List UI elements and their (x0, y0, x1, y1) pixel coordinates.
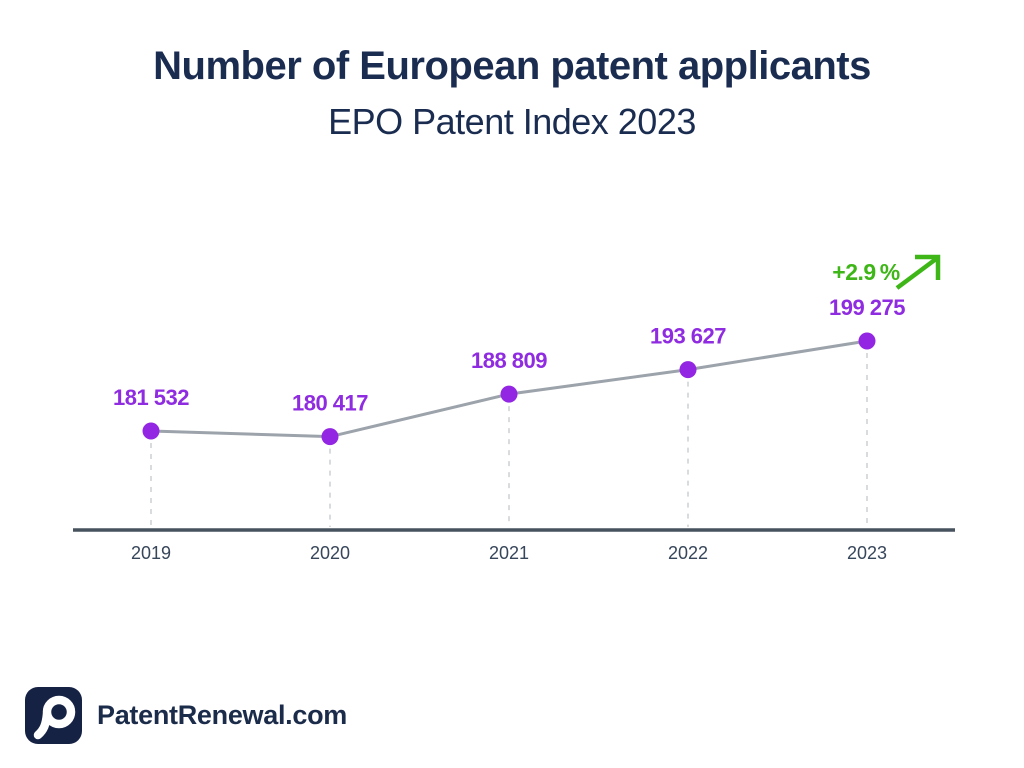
x-tick-label-2021: 2021 (489, 543, 529, 563)
data-point-2019 (142, 422, 160, 440)
brand-footer: PatentRenewal.com (25, 687, 347, 744)
chart-title: Number of European patent applicants (153, 44, 871, 88)
growth-label: +2.9 % (832, 259, 900, 285)
data-point-2020 (321, 428, 339, 446)
x-tick-label-2020: 2020 (310, 543, 350, 563)
data-point-2021 (500, 385, 518, 403)
value-label-2023: 199 275 (829, 295, 905, 320)
value-label-2021: 188 809 (471, 348, 547, 373)
brand-name: PatentRenewal.com (97, 700, 347, 730)
x-tick-label-2023: 2023 (847, 543, 887, 563)
growth-arrow-icon (895, 254, 941, 290)
data-point-2023 (858, 332, 876, 350)
x-tick-label-2022: 2022 (668, 543, 708, 563)
value-label-2020: 180 417 (292, 391, 368, 416)
value-label-2019: 181 532 (113, 385, 189, 410)
x-tick-label-2019: 2019 (131, 543, 171, 563)
data-point-2022 (679, 361, 697, 379)
patentrenewal-logo-icon (25, 687, 82, 744)
value-label-2022: 193 627 (650, 324, 726, 349)
chart-subtitle: EPO Patent Index 2023 (328, 101, 696, 142)
